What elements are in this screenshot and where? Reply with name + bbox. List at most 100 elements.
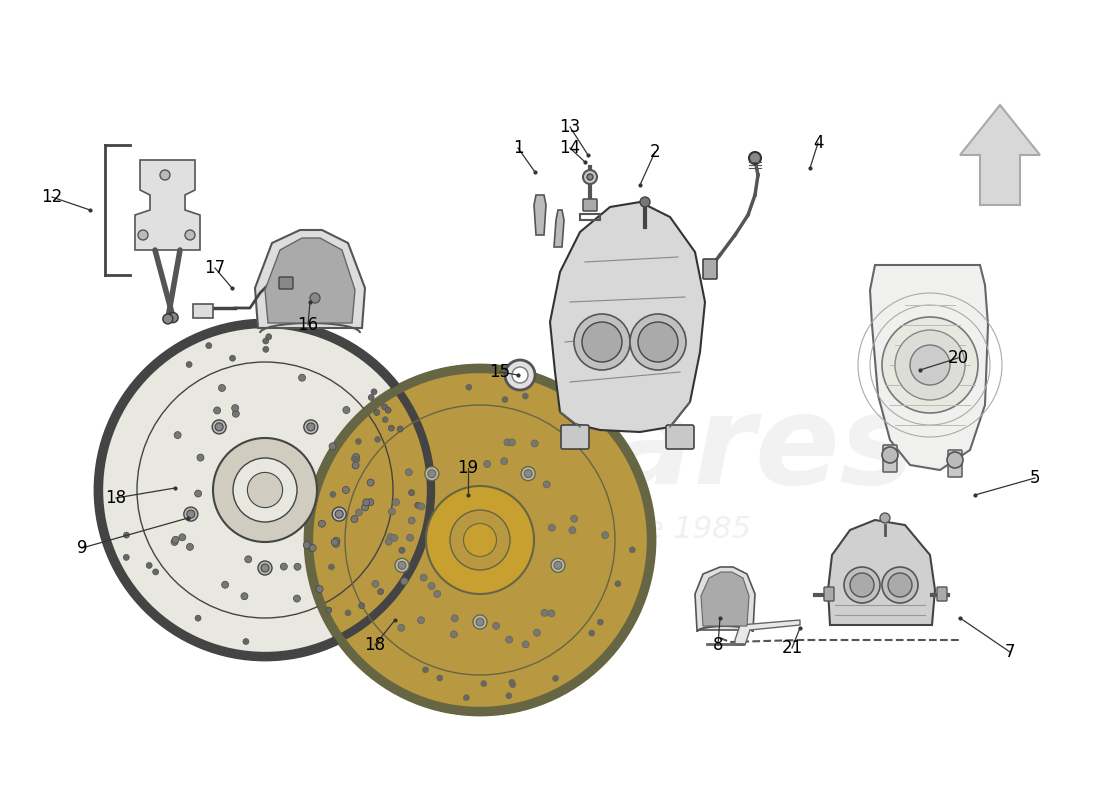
Circle shape	[305, 365, 654, 715]
Circle shape	[509, 679, 515, 685]
Circle shape	[548, 524, 556, 531]
Circle shape	[363, 499, 370, 506]
Circle shape	[216, 423, 223, 431]
Circle shape	[850, 573, 875, 597]
FancyBboxPatch shape	[703, 259, 717, 279]
FancyBboxPatch shape	[561, 425, 588, 449]
Circle shape	[168, 313, 178, 322]
Circle shape	[393, 498, 399, 506]
Circle shape	[422, 667, 429, 673]
Circle shape	[571, 515, 578, 522]
Circle shape	[548, 610, 554, 617]
Circle shape	[179, 534, 186, 541]
Circle shape	[355, 438, 362, 445]
Text: 15: 15	[490, 363, 510, 381]
Circle shape	[244, 556, 252, 562]
Circle shape	[512, 367, 528, 383]
Circle shape	[408, 490, 415, 496]
Circle shape	[213, 438, 317, 542]
Circle shape	[844, 567, 880, 603]
Circle shape	[947, 452, 962, 468]
Circle shape	[405, 469, 412, 476]
Circle shape	[219, 385, 225, 391]
Circle shape	[294, 563, 301, 570]
Circle shape	[329, 564, 334, 570]
Circle shape	[888, 573, 912, 597]
Circle shape	[326, 607, 332, 613]
Circle shape	[582, 423, 588, 430]
Circle shape	[184, 507, 198, 521]
Polygon shape	[960, 105, 1040, 205]
Circle shape	[509, 682, 516, 688]
Circle shape	[425, 466, 439, 481]
Circle shape	[508, 439, 516, 446]
Circle shape	[266, 334, 272, 340]
Circle shape	[543, 481, 550, 488]
Circle shape	[428, 470, 436, 478]
Circle shape	[336, 510, 343, 518]
Circle shape	[304, 542, 310, 549]
Text: 7: 7	[1004, 643, 1015, 661]
FancyBboxPatch shape	[937, 587, 947, 601]
Circle shape	[582, 322, 621, 362]
Circle shape	[400, 578, 408, 585]
Text: eurospares: eurospares	[125, 390, 915, 510]
Circle shape	[351, 515, 358, 522]
Circle shape	[420, 574, 427, 581]
Text: 19: 19	[458, 459, 478, 477]
Circle shape	[630, 314, 686, 370]
Text: 4: 4	[813, 134, 823, 152]
Circle shape	[206, 342, 212, 349]
Circle shape	[398, 562, 406, 570]
Circle shape	[280, 563, 287, 570]
Circle shape	[372, 580, 379, 587]
Circle shape	[333, 538, 340, 544]
Circle shape	[882, 317, 978, 413]
Circle shape	[552, 675, 559, 682]
Circle shape	[388, 425, 394, 431]
Circle shape	[504, 439, 510, 446]
Circle shape	[602, 532, 608, 538]
Circle shape	[366, 498, 374, 506]
Circle shape	[174, 431, 182, 438]
Circle shape	[213, 407, 221, 414]
Circle shape	[351, 456, 358, 462]
FancyBboxPatch shape	[824, 587, 834, 601]
Text: 16: 16	[297, 316, 319, 334]
Circle shape	[316, 586, 323, 593]
Circle shape	[359, 602, 364, 609]
Circle shape	[319, 520, 326, 527]
Circle shape	[749, 152, 761, 164]
Circle shape	[484, 461, 491, 467]
FancyBboxPatch shape	[948, 450, 962, 477]
Circle shape	[294, 595, 300, 602]
Circle shape	[399, 547, 405, 554]
Circle shape	[298, 374, 306, 382]
Circle shape	[309, 545, 316, 551]
Circle shape	[160, 170, 170, 180]
Circle shape	[450, 510, 510, 570]
Text: 18: 18	[364, 636, 386, 654]
Polygon shape	[135, 160, 200, 250]
Text: 20: 20	[947, 349, 969, 367]
Circle shape	[377, 589, 384, 594]
FancyBboxPatch shape	[883, 445, 896, 472]
Text: 18: 18	[106, 489, 127, 507]
Circle shape	[233, 458, 297, 522]
Circle shape	[172, 536, 179, 543]
Circle shape	[522, 393, 528, 399]
Circle shape	[232, 410, 240, 418]
Circle shape	[880, 513, 890, 523]
Circle shape	[212, 420, 227, 434]
Circle shape	[195, 615, 201, 621]
Circle shape	[307, 423, 315, 431]
Circle shape	[418, 617, 425, 624]
Circle shape	[248, 472, 283, 508]
Circle shape	[395, 558, 409, 572]
Circle shape	[95, 320, 434, 660]
Circle shape	[407, 534, 414, 541]
Circle shape	[352, 454, 360, 461]
Circle shape	[615, 581, 620, 586]
Text: 1: 1	[513, 139, 524, 157]
Circle shape	[186, 362, 192, 367]
